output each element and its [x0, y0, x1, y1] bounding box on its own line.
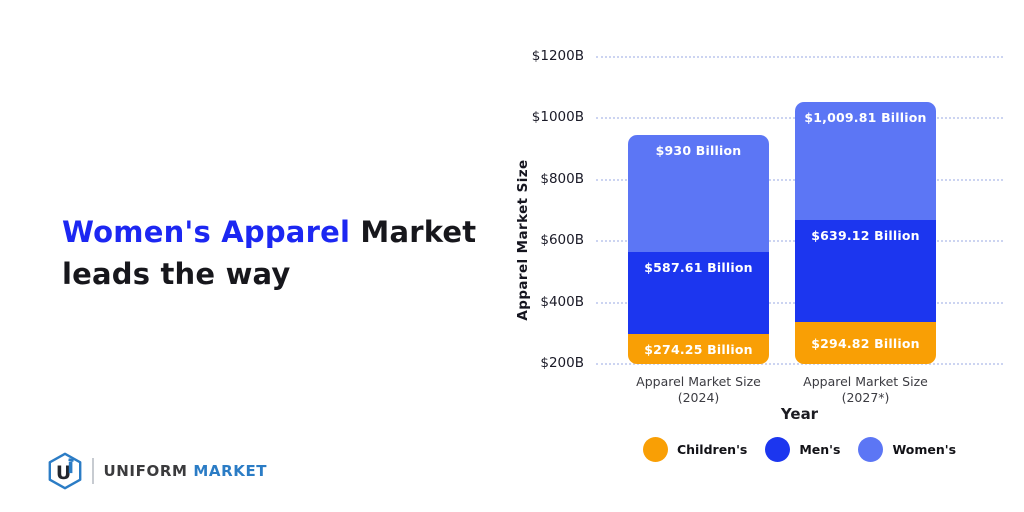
y-tick-label: $800B — [540, 170, 584, 187]
bar-value-label: $274.25 Billion — [644, 341, 753, 357]
chart-legend: Children's Men's Women's — [596, 437, 1003, 462]
legend-item-childrens: Children's — [642, 437, 748, 462]
gridline — [596, 55, 1003, 58]
headline: Women's Apparel Market leads the way — [62, 211, 476, 295]
y-tick-label: $1200B — [531, 47, 584, 64]
headline-rest: Market — [360, 215, 477, 249]
logo-text: UNIFORM MARKET — [104, 462, 268, 480]
bar-2024: $930 Billion $587.61 Billion $274.25 Billi… — [628, 135, 769, 364]
bar-segment-womens-2027: $1,009.81 Billion — [795, 102, 936, 220]
logo-divider — [92, 458, 94, 484]
legend-swatch-childrens — [642, 437, 668, 462]
uniform-market-hexagon-icon: U — [48, 452, 82, 490]
bar-segment-childrens-2024: $274.25 Billion — [628, 334, 769, 364]
headline-highlight: Women's Apparel — [62, 215, 351, 249]
legend-swatch-mens — [765, 437, 791, 462]
x-axis-title: Year — [780, 405, 819, 423]
bar-value-label: $294.82 Billion — [811, 335, 920, 351]
x-tick-label: Apparel Market Size (2027*) — [803, 374, 928, 405]
y-tick-label: $600B — [540, 232, 584, 248]
logo-text-market: MARKET — [193, 462, 268, 480]
gridline — [596, 363, 1003, 365]
headline-line2: leads the way — [62, 257, 291, 291]
bar-segment-childrens-2027: $294.82 Billion — [795, 322, 936, 364]
svg-text:U: U — [56, 462, 71, 484]
legend-item-womens: Women's — [858, 437, 956, 462]
x-tick-label: Apparel Market Size (2024) — [636, 374, 761, 405]
y-tick-label: $400B — [540, 293, 584, 310]
bar-value-label: $587.61 Billion — [644, 260, 753, 275]
legend-label: Children's — [676, 442, 748, 457]
y-tick-label: $1000B — [531, 109, 584, 125]
logo-text-uniform: UNIFORM — [103, 462, 188, 480]
legend-label: Men's — [799, 442, 841, 457]
y-tick-label: $200B — [540, 355, 584, 371]
bar-2027: $1,009.81 Billion $639.12 Billion $294.82 … — [795, 102, 936, 364]
bar-segment-womens-2024: $930 Billion — [628, 135, 769, 252]
y-axis-title: Apparel Market Size — [515, 159, 531, 321]
bar-value-label: $639.12 Billion — [811, 228, 920, 243]
bar-segment-mens-2027: $639.12 Billion — [795, 220, 936, 322]
uniform-market-logo: U UNIFORM MARKET — [48, 452, 267, 490]
legend-item-mens: Men's — [765, 437, 840, 462]
bar-segment-mens-2024: $587.61 Billion — [628, 252, 769, 334]
bar-value-label: $1,009.81 Billion — [804, 110, 927, 125]
legend-swatch-womens — [858, 437, 884, 462]
bar-value-label: $930 Billion — [655, 143, 742, 158]
legend-label: Women's — [892, 442, 957, 457]
